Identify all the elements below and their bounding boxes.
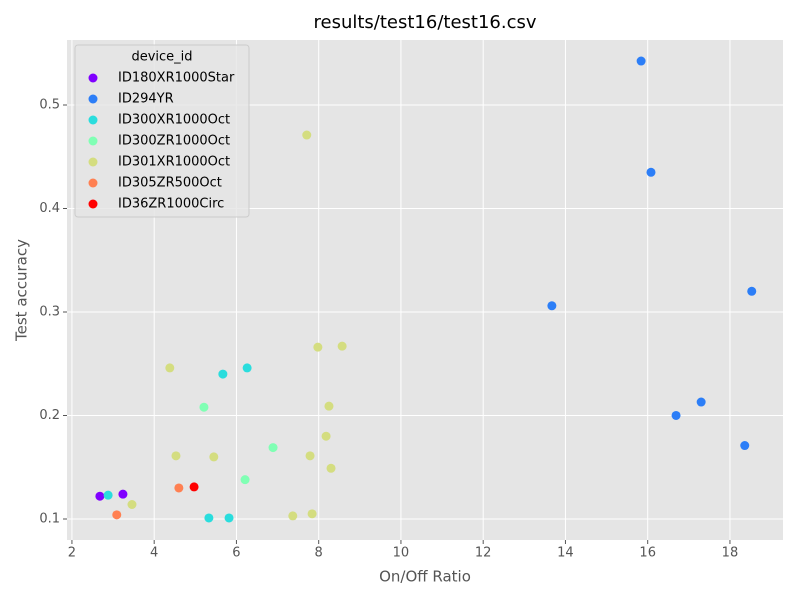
x-tick-label: 6 [232, 546, 240, 561]
point [547, 301, 557, 311]
legend-box [74, 44, 250, 218]
point [747, 286, 757, 296]
point [127, 500, 137, 510]
point [268, 443, 278, 453]
legend: device_id ID180XR1000Star ID294YR ID300XR1… [74, 44, 250, 218]
point [337, 341, 347, 351]
legend-marker [88, 157, 98, 167]
x-tick-label: 2 [68, 546, 76, 561]
point [118, 489, 128, 499]
legend-label: ID301XR1000Oct [118, 155, 230, 170]
point [646, 167, 656, 177]
point [112, 510, 122, 520]
x-tick-label: 4 [150, 546, 158, 561]
legend-marker [88, 178, 98, 188]
y-tick-label: 0.2 [39, 408, 60, 423]
point [326, 463, 336, 473]
point [224, 513, 234, 523]
y-tick-label: 0.1 [39, 511, 60, 526]
point [242, 363, 252, 373]
legend-label: ID36ZR1000Circ [118, 197, 224, 212]
legend-label: ID300ZR1000Oct [118, 134, 230, 149]
legend-marker [88, 199, 98, 209]
legend-label: ID300XR1000Oct [118, 113, 230, 128]
point [321, 431, 331, 441]
legend-marker [88, 115, 98, 125]
x-tick-label: 10 [393, 546, 410, 561]
point [199, 402, 209, 412]
point [189, 482, 199, 492]
point [240, 475, 250, 485]
point [313, 342, 323, 352]
legend-label: ID294YR [118, 92, 174, 107]
point [740, 441, 750, 451]
legend-marker [88, 94, 98, 104]
point [209, 452, 219, 462]
point [324, 401, 334, 411]
x-tick-label: 16 [639, 546, 656, 561]
x-tick-label: 12 [475, 546, 492, 561]
legend-marker [88, 73, 98, 83]
legend-label: ID180XR1000Star [118, 71, 235, 86]
x-tick-label: 14 [557, 546, 574, 561]
point [671, 410, 681, 420]
point [174, 483, 184, 493]
x-tick-label: 8 [315, 546, 323, 561]
y-axis-label: Test accuracy [13, 239, 31, 342]
point [171, 451, 181, 461]
legend-label: ID305ZR500Oct [118, 176, 222, 191]
point [696, 397, 706, 407]
x-tick-label: 18 [722, 546, 739, 561]
point [103, 490, 113, 500]
point [165, 363, 175, 373]
marks [95, 56, 757, 523]
y-tick-label: 0.5 [39, 97, 60, 112]
point [307, 509, 317, 519]
point [218, 369, 228, 379]
legend-title: device_id [131, 50, 192, 65]
point [288, 511, 298, 521]
point [302, 130, 312, 140]
legend-marker [88, 136, 98, 146]
y-tick-label: 0.3 [39, 304, 60, 319]
point [305, 451, 315, 461]
point [636, 56, 646, 66]
point [95, 491, 105, 501]
x-axis-label: On/Off Ratio [379, 568, 471, 586]
y-tick-label: 0.4 [39, 201, 60, 216]
chart-title: results/test16/test16.csv [313, 12, 536, 33]
point [204, 513, 214, 523]
